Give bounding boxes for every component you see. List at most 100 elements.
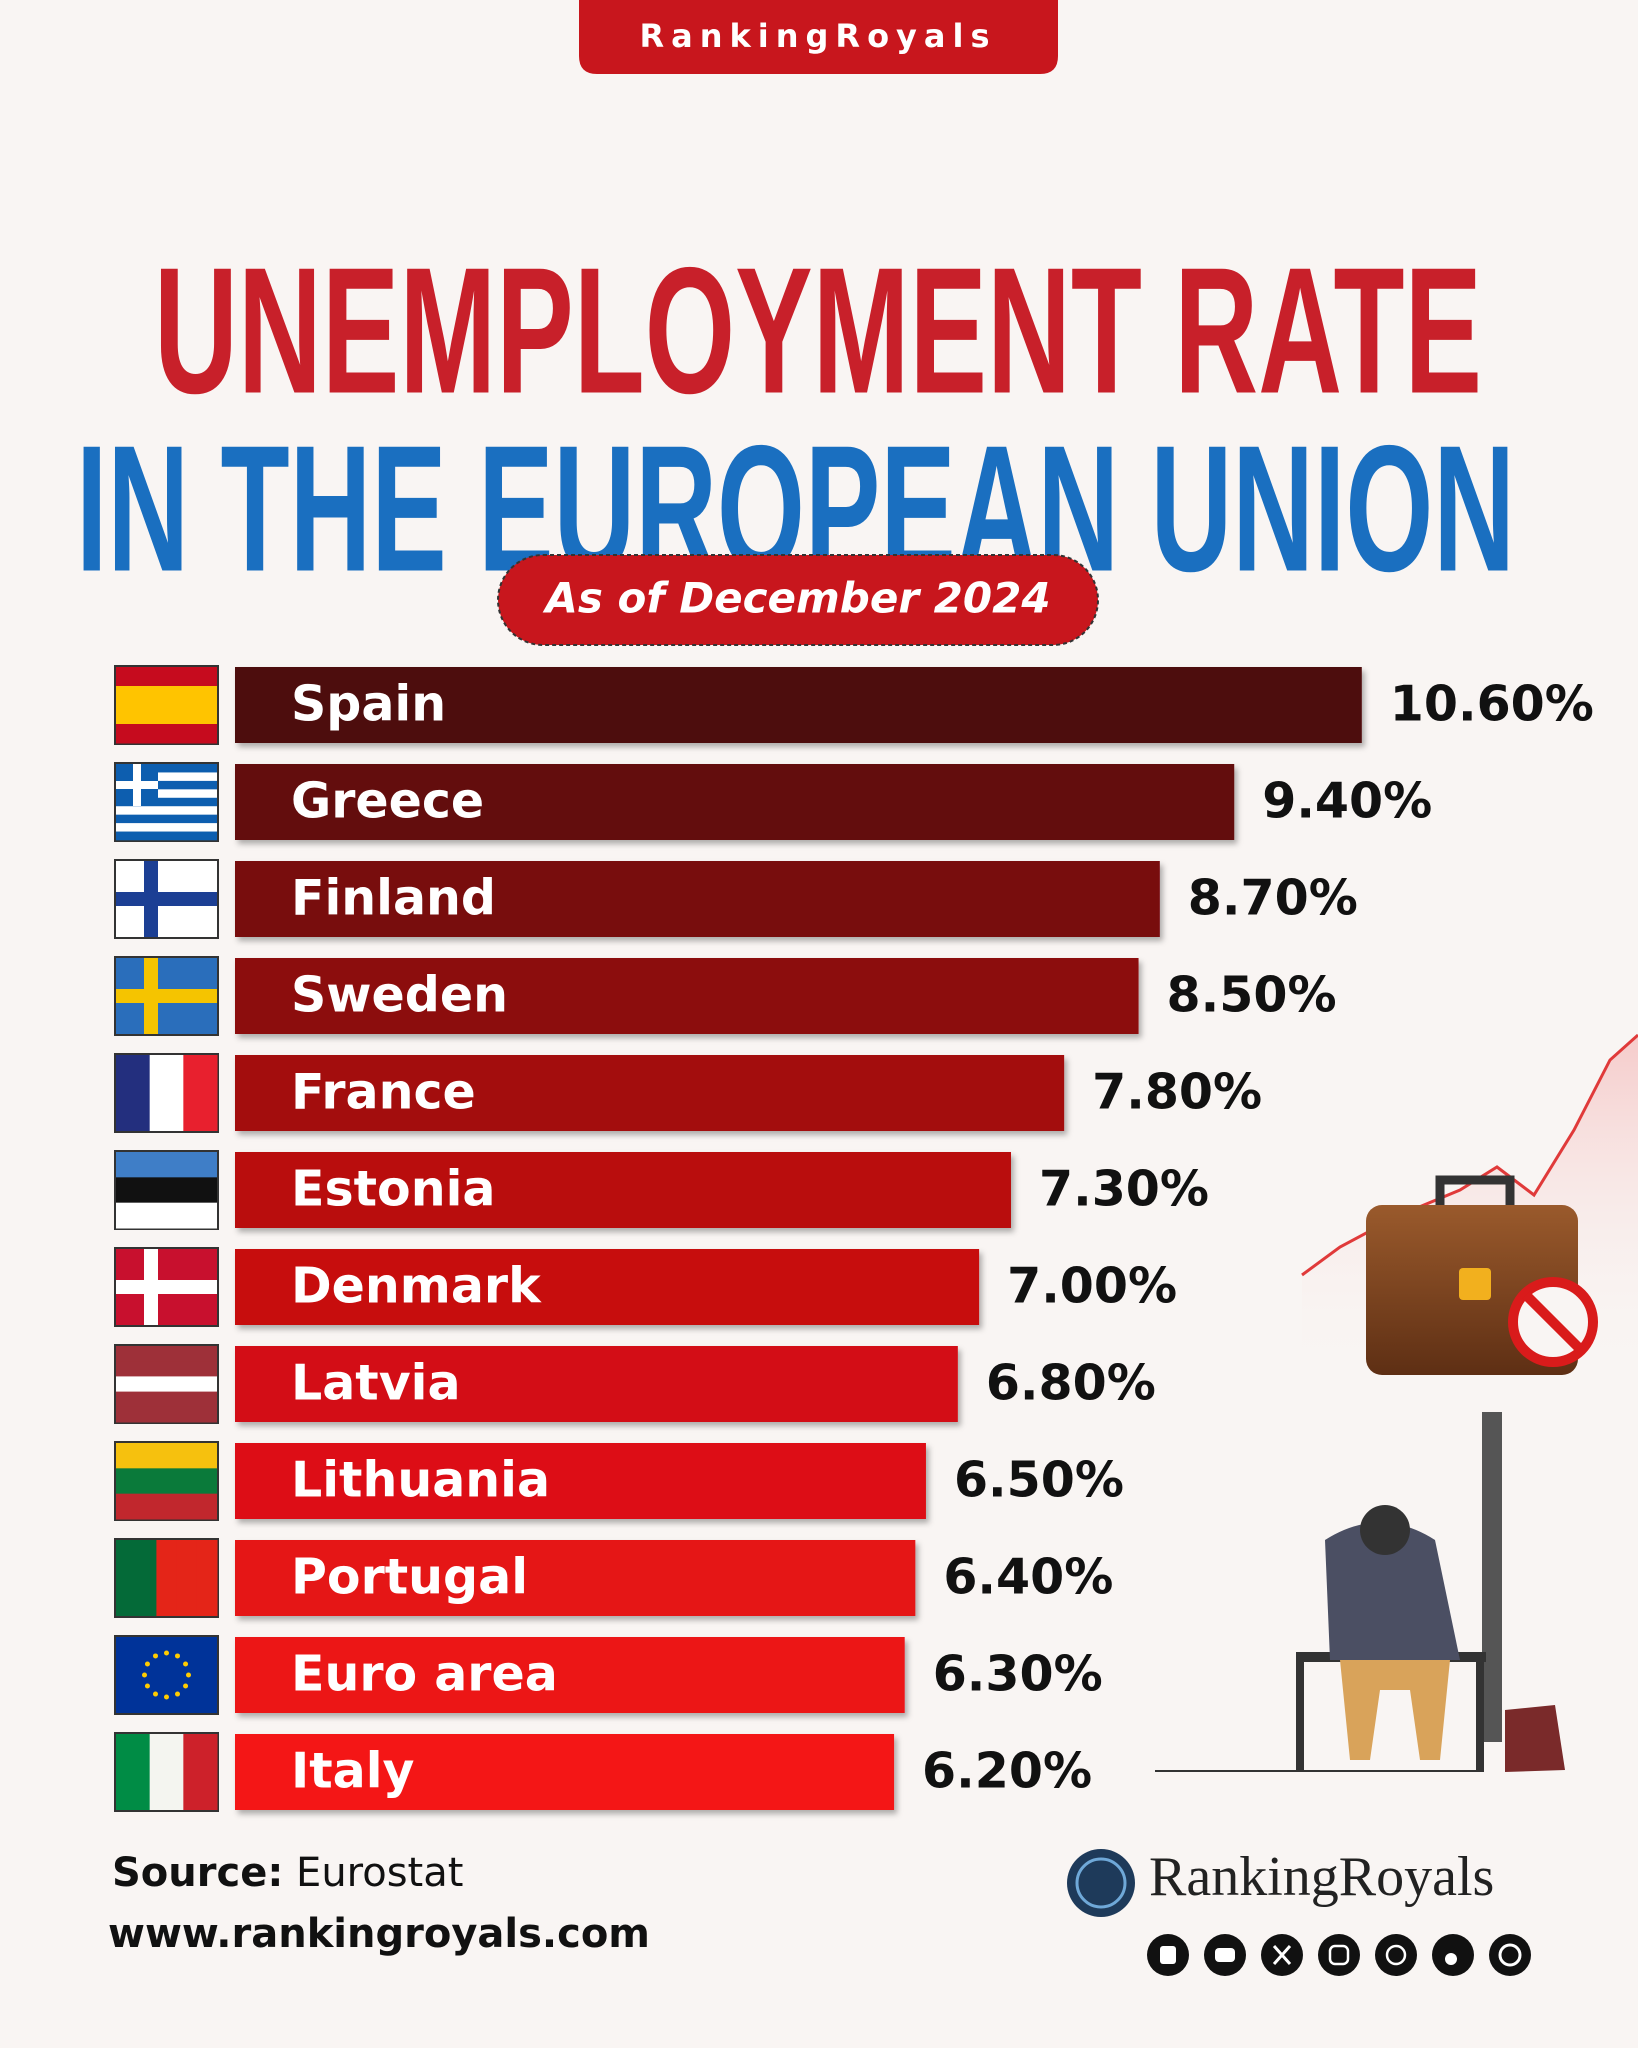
flag-part	[144, 1661, 150, 1667]
source-name: Eurostat	[296, 1850, 463, 1896]
flag-part	[116, 780, 217, 790]
flag-part	[116, 1152, 217, 1178]
flag-part	[116, 1177, 217, 1204]
flag	[114, 1344, 219, 1424]
flag-part	[149, 1734, 184, 1810]
flag	[114, 1053, 219, 1133]
social-icons	[1147, 1934, 1531, 1976]
illustration-growth	[1301, 1033, 1638, 1375]
flag-part	[116, 1391, 217, 1408]
illustration-person	[1155, 1412, 1565, 1772]
flag-part	[116, 1637, 217, 1713]
flag-part	[183, 1661, 189, 1667]
flag-part	[116, 781, 158, 789]
value-label: 7.30%	[1039, 1161, 1209, 1218]
flag	[114, 1732, 219, 1812]
flag-part	[116, 1493, 217, 1520]
value-label: 8.50%	[1167, 967, 1337, 1024]
flag-part	[116, 797, 217, 807]
flag-part	[116, 1468, 217, 1495]
badge-text: RankingRoyals	[639, 17, 996, 55]
value-label: 7.00%	[1007, 1258, 1177, 1315]
flag-part	[116, 1346, 217, 1362]
flag-part	[116, 989, 217, 1003]
flag-part	[116, 667, 217, 687]
flag-part	[183, 1734, 218, 1810]
category-label: Denmark	[291, 1258, 542, 1315]
flag	[114, 1247, 219, 1327]
value-label: 6.50%	[954, 1452, 1124, 1509]
bar	[235, 667, 1362, 743]
category-label: Sweden	[291, 967, 508, 1024]
flag-part	[116, 1443, 217, 1469]
flag-part	[116, 686, 217, 706]
flag-part	[116, 1361, 217, 1377]
category-label: Estonia	[291, 1161, 495, 1218]
flag-part	[116, 705, 217, 725]
value-label: 10.60%	[1390, 676, 1594, 733]
flag-part	[156, 1540, 178, 1616]
flag-part	[175, 1653, 180, 1659]
flag	[114, 859, 219, 939]
category-label: Latvia	[291, 1355, 461, 1412]
value-label: 8.70%	[1188, 870, 1358, 927]
badge	[579, 0, 1058, 74]
flag-part	[164, 1650, 169, 1656]
flag-part	[116, 1280, 217, 1294]
flag	[114, 956, 219, 1036]
flag	[114, 1635, 219, 1715]
source: Source: Eurostat	[112, 1850, 463, 1896]
value-label: 6.30%	[933, 1646, 1103, 1703]
flag-part	[186, 1672, 191, 1678]
category-label: Portugal	[291, 1549, 528, 1606]
flag-part	[116, 892, 217, 906]
flag-part	[144, 1683, 150, 1689]
flag	[114, 1538, 219, 1618]
flag-part	[183, 1055, 218, 1131]
bar	[235, 1540, 916, 1616]
flag-part	[136, 1540, 157, 1616]
value-label: 6.40%	[943, 1549, 1113, 1606]
flag-part	[116, 1202, 217, 1229]
bar	[235, 1249, 980, 1325]
value-label: 6.20%	[922, 1743, 1092, 1800]
flag-part	[153, 1691, 158, 1697]
flag-part	[164, 1694, 169, 1700]
bar	[235, 958, 1139, 1034]
website: www.rankingroyals.com	[108, 1911, 650, 1957]
bars: Spain 10.60% Greece 9.40% Finland 8.70% Sweden…	[114, 665, 1594, 1812]
flag-part	[116, 1734, 151, 1810]
flag-part	[142, 1672, 147, 1678]
value-label: 7.80%	[1092, 1064, 1262, 1121]
flag-part	[116, 806, 217, 815]
bar	[235, 1637, 905, 1713]
category-label: Spain	[291, 676, 446, 733]
flag-part	[116, 831, 217, 841]
value-label: 9.40%	[1262, 773, 1432, 830]
bar	[235, 764, 1235, 840]
flag-part	[116, 1406, 217, 1423]
category-label: Finland	[291, 870, 496, 927]
category-label: Greece	[291, 773, 484, 830]
bar	[235, 1734, 895, 1810]
flag-part	[116, 772, 217, 782]
category-label: Euro area	[291, 1646, 558, 1703]
flag-part	[176, 1540, 198, 1616]
flag-part	[116, 764, 217, 773]
subtitle-pill	[497, 554, 1099, 646]
subtitle: As of December 2024	[542, 574, 1050, 623]
flag	[114, 665, 219, 745]
category-label: Lithuania	[291, 1452, 550, 1509]
logo-text: RankingRoyals	[1149, 1846, 1494, 1908]
flag-part	[196, 1540, 218, 1616]
flag-part	[116, 1376, 217, 1393]
value-label: 6.80%	[986, 1355, 1156, 1412]
flag-part	[116, 1540, 137, 1616]
bar	[235, 1443, 926, 1519]
flag-part	[183, 1683, 189, 1689]
source-label: Source:	[112, 1850, 283, 1896]
flag-part	[116, 789, 217, 799]
flag	[114, 1150, 219, 1230]
flag-part	[175, 1691, 180, 1697]
